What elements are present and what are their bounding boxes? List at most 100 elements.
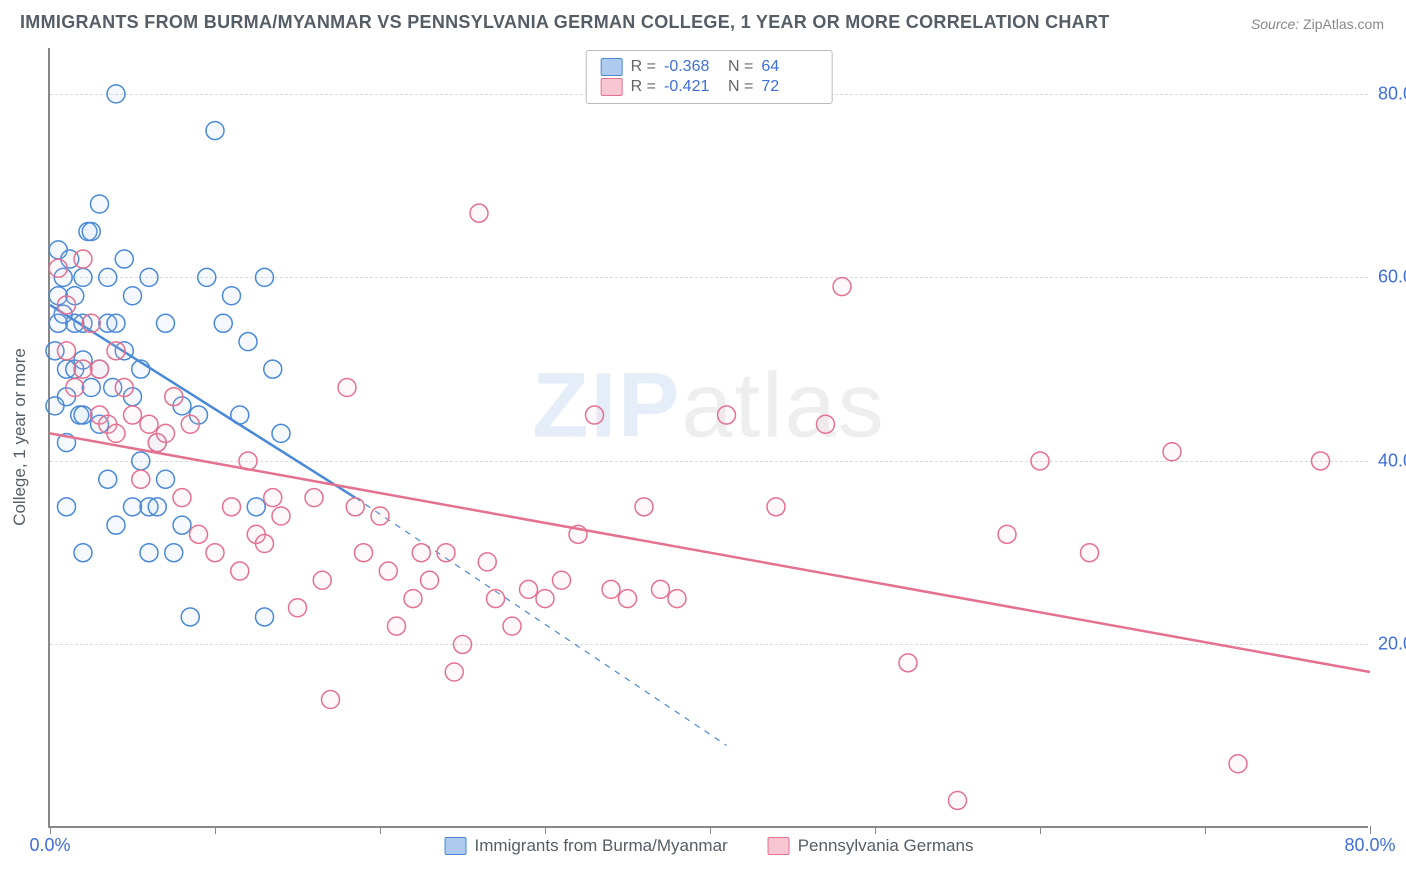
legend-label-1: Pennsylvania Germans [798,836,974,856]
scatter-point [470,204,488,222]
swatch-series-1 [601,78,623,96]
scatter-point [132,452,150,470]
scatter-point [132,470,150,488]
regression-line [50,305,355,498]
y-axis-label: College, 1 year or more [10,348,30,526]
stats-row-series-0: R = -0.368 N = 64 [601,58,818,76]
scatter-point [223,287,241,305]
bottom-legend: Immigrants from Burma/Myanmar Pennsylvan… [445,836,974,856]
source-label: Source: [1251,16,1299,32]
stats-R-label: R = [631,58,656,76]
regression-line [50,433,1370,672]
regression-line-dashed [355,498,726,746]
scatter-point [652,580,670,598]
scatter-point [322,691,340,709]
scatter-point [346,498,364,516]
scatter-point [91,360,109,378]
scatter-point [214,314,232,332]
scatter-point [1031,452,1049,470]
legend-item-0: Immigrants from Burma/Myanmar [445,836,728,856]
scatter-point [256,268,274,286]
scatter-point [124,406,142,424]
y-tick-label: 40.0% [1378,450,1406,471]
scatter-point [602,580,620,598]
scatter-point [140,268,158,286]
scatter-point [165,388,183,406]
scatter-point [198,268,216,286]
scatter-point [371,507,389,525]
scatter-point [1163,443,1181,461]
scatter-svg [50,48,1368,826]
scatter-point [157,424,175,442]
scatter-point [173,516,191,534]
x-tick [875,826,876,834]
stats-R-label: R = [631,78,656,96]
swatch-series-0 [601,58,623,76]
scatter-point [223,498,241,516]
legend-item-1: Pennsylvania Germans [768,836,974,856]
scatter-point [264,489,282,507]
scatter-point [412,544,430,562]
stats-legend-box: R = -0.368 N = 64 R = -0.421 N = 72 [586,50,833,104]
y-tick-label: 80.0% [1378,83,1406,104]
legend-swatch-1 [768,837,790,855]
stats-N-label: N = [728,58,753,76]
scatter-point [74,360,92,378]
scatter-point [231,562,249,580]
scatter-point [107,424,125,442]
x-tick [710,826,711,834]
scatter-point [355,544,373,562]
scatter-point [91,195,109,213]
scatter-point [157,314,175,332]
scatter-point [313,571,331,589]
scatter-point [256,535,274,553]
scatter-point [305,489,323,507]
scatter-point [107,342,125,360]
x-tick [215,826,216,834]
scatter-point [338,379,356,397]
scatter-point [82,223,100,241]
scatter-point [899,654,917,672]
scatter-point [82,314,100,332]
scatter-point [82,379,100,397]
scatter-point [833,278,851,296]
y-tick-label: 20.0% [1378,634,1406,655]
x-tick [380,826,381,834]
legend-swatch-0 [445,837,467,855]
scatter-point [536,590,554,608]
scatter-point [437,544,455,562]
scatter-point [173,489,191,507]
scatter-point [817,415,835,433]
scatter-point [454,635,472,653]
scatter-point [445,663,463,681]
scatter-point [635,498,653,516]
scatter-point [264,360,282,378]
stats-row-series-1: R = -0.421 N = 72 [601,78,818,96]
scatter-point [181,608,199,626]
stats-N-label: N = [728,78,753,96]
scatter-point [949,791,967,809]
scatter-point [1081,544,1099,562]
x-tick [1205,826,1206,834]
scatter-point [140,544,158,562]
plot-area: College, 1 year or more ZIPatlas R = -0.… [48,48,1368,828]
scatter-point [107,85,125,103]
x-tick [1370,826,1371,834]
scatter-point [553,571,571,589]
scatter-point [46,397,64,415]
scatter-point [272,424,290,442]
x-tick [545,826,546,834]
scatter-point [99,268,117,286]
scatter-point [140,415,158,433]
scatter-point [58,342,76,360]
x-tick-label: 0.0% [29,835,70,856]
x-tick-label: 80.0% [1344,835,1395,856]
scatter-point [998,525,1016,543]
scatter-point [115,379,133,397]
scatter-point [115,250,133,268]
y-tick-label: 60.0% [1378,267,1406,288]
scatter-point [66,379,84,397]
scatter-point [206,122,224,140]
scatter-point [124,287,142,305]
scatter-point [74,406,92,424]
